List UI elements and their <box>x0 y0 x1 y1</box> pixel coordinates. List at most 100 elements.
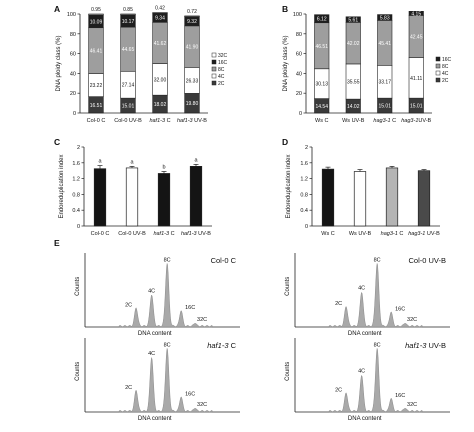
y-tick-label: 2 <box>77 145 80 151</box>
legend-label: 8C <box>218 67 225 73</box>
data-label: 42.45 <box>410 34 423 40</box>
peak-label: 8C <box>374 257 381 263</box>
y-tick-label: 80 <box>70 32 76 38</box>
category-label: Ws C <box>321 231 334 237</box>
bar-segment-16C <box>408 11 424 16</box>
y-tick-label: 0.8 <box>72 192 80 198</box>
legend-swatch <box>211 59 217 65</box>
data-label: 33.17 <box>378 80 391 86</box>
y-tick-label: 1.2 <box>72 177 80 183</box>
y-tick-label: 0.4 <box>300 208 308 214</box>
category-label: hag3-1 C <box>373 118 396 124</box>
category-label: Col-0 UV-B <box>118 231 146 237</box>
bar-segment-32C <box>120 13 136 16</box>
y-tick-label: 40 <box>296 71 302 77</box>
peak-label: 4C <box>358 369 365 375</box>
peak-label: 4C <box>148 351 155 357</box>
data-label: 45.41 <box>378 41 391 47</box>
data-label: 0.95 <box>91 7 101 13</box>
legend-label: 16C <box>218 60 228 66</box>
significance-letter: a <box>130 159 134 165</box>
legend-swatch <box>435 56 441 62</box>
data-label: 26.33 <box>186 78 199 84</box>
histogram-title: haf1-3 UV-B <box>405 341 446 350</box>
category-label: hag3-1 C <box>381 231 404 237</box>
data-label: 16.51 <box>90 103 103 109</box>
bar-segment-16C <box>345 16 361 23</box>
significance-letter: a <box>98 159 102 165</box>
bar-segment-32C <box>184 15 200 17</box>
peak-label: 2C <box>125 385 132 391</box>
histogram-title: Col-0 C <box>211 256 237 265</box>
y-tick-label: 40 <box>70 71 76 77</box>
data-label: 0.72 <box>187 9 197 15</box>
category-label: Col-0 C <box>91 231 110 237</box>
bar-segment-32C <box>88 13 104 16</box>
data-label: 4.15 <box>411 11 421 17</box>
data-label: 14.02 <box>347 104 360 110</box>
data-label: 41.11 <box>410 76 422 82</box>
bar-segment-16C <box>314 14 330 24</box>
peak-label: 4C <box>358 286 365 292</box>
panel-a: A 0 20 40 60 80 100 DNA ploidy class (%) 16.51 23… <box>54 4 228 124</box>
peak-label: 16C <box>185 305 195 311</box>
data-label: 46.51 <box>315 44 328 50</box>
panel-letter: C <box>54 137 60 147</box>
significance-letter: a <box>194 157 198 163</box>
data-label: 41.62 <box>154 41 167 47</box>
peak-label: 8C <box>374 342 381 348</box>
y-tick-label: 1.6 <box>72 161 80 167</box>
y-tick-label: 0 <box>73 111 76 117</box>
data-label: 35.55 <box>347 80 360 86</box>
y-tick-label: 0.8 <box>300 192 308 198</box>
category-label: Col-0 C <box>87 118 106 124</box>
peak-label: 8C <box>164 342 171 348</box>
legend-swatch <box>435 63 441 69</box>
legend-swatch <box>211 52 217 58</box>
data-label: 18.02 <box>154 102 167 108</box>
panel-d: D 0 0.4 0.8 1.2 1.6 2 Endoreduplication index Ws… <box>282 137 440 237</box>
data-label: 9.32 <box>187 19 197 25</box>
legend-label: 2C <box>218 81 225 87</box>
legend-swatch <box>211 80 217 86</box>
data-label: 10.17 <box>122 19 135 25</box>
data-label: 5.83 <box>380 15 390 21</box>
data-label: 0.42 <box>155 6 165 12</box>
category-label: Ws C <box>315 118 328 124</box>
legend-label: 2C <box>442 78 449 84</box>
histogram-curve <box>118 263 213 328</box>
y-axis-label: Counts <box>285 277 291 296</box>
peak-label: 16C <box>185 391 195 397</box>
histogram-curve <box>118 348 213 413</box>
legend-label: 8C <box>442 64 449 70</box>
y-tick-label: 0 <box>305 224 308 230</box>
legend-swatch <box>211 73 217 79</box>
y-tick-label: 20 <box>296 91 302 97</box>
category-label: Ws UV-B <box>349 231 372 237</box>
histogram-title: haf1-3 C <box>207 341 236 350</box>
panel-letter: A <box>54 4 60 14</box>
y-axis-label: DNA ploidy class (%) <box>56 35 62 91</box>
x-axis-label: DNA content <box>138 416 172 422</box>
histogram-curve <box>328 348 423 413</box>
histogram-title: Col-0 UV-B <box>408 256 446 265</box>
legend-label: 4C <box>218 74 225 80</box>
data-label: 46.41 <box>90 49 103 55</box>
bar <box>189 166 203 227</box>
peak-label: 32C <box>197 402 207 408</box>
y-tick-label: 0 <box>77 224 80 230</box>
y-axis-label: Counts <box>285 362 291 381</box>
y-tick-label: 0.4 <box>72 208 80 214</box>
y-tick-label: 80 <box>296 32 302 38</box>
bar <box>125 167 139 227</box>
y-axis-label: Counts <box>75 362 81 381</box>
category-label: hag3-1 UV-B <box>408 231 440 237</box>
bar <box>93 168 107 227</box>
y-tick-label: 1.6 <box>300 161 308 167</box>
bar <box>417 170 431 227</box>
peak-label: 16C <box>395 393 405 399</box>
data-label: 15.01 <box>378 104 391 110</box>
